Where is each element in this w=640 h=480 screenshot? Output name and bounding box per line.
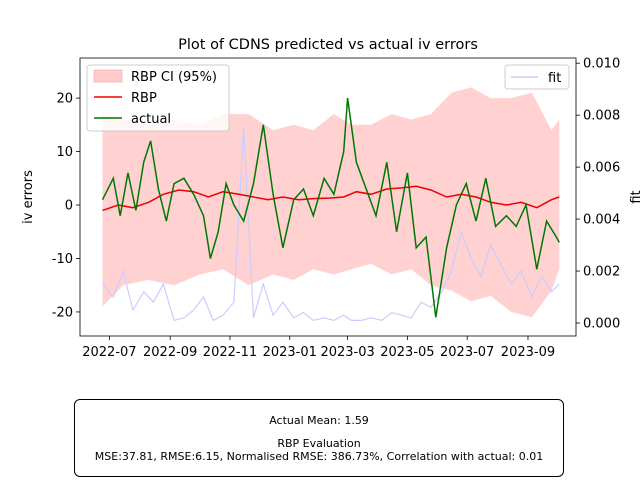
y-tick-label: -10 bbox=[52, 252, 73, 267]
y-right-tick-label: 0.006 bbox=[583, 161, 620, 176]
x-tick-label: 2023-07 bbox=[440, 345, 494, 360]
legend-left-frame bbox=[86, 64, 230, 132]
legend-left: RBP CI (95%) RBP actual bbox=[86, 64, 230, 132]
y-tick-label: -20 bbox=[52, 305, 73, 320]
y-axis-right-label: fit bbox=[629, 190, 640, 203]
axes: 2022-07 2022-09 2022-11 2023-01 2023-03 2023-… bbox=[52, 57, 620, 360]
x-tick-label: 2022-07 bbox=[82, 345, 136, 360]
x-tick-label: 2022-11 bbox=[203, 345, 257, 360]
legend-swatch-ci bbox=[93, 69, 123, 83]
evaluation-metrics: MSE:37.81, RMSE:6.15, Normalised RMSE: 3… bbox=[94, 450, 544, 463]
y-right-tick-label: 0.002 bbox=[583, 265, 620, 280]
legend-label-ci: RBP CI (95%) bbox=[131, 70, 217, 85]
legend-label-actual: actual bbox=[131, 112, 171, 127]
y-right-tick-label: 0.010 bbox=[583, 57, 620, 72]
chart-title: Plot of CDNS predicted vs actual iv erro… bbox=[178, 37, 478, 53]
y-tick-label: 10 bbox=[56, 145, 73, 160]
plot-frame bbox=[79, 57, 577, 337]
series-rbp-line bbox=[102, 185, 560, 212]
x-tick-label: 2023-09 bbox=[501, 345, 555, 360]
y-axis-label: iv errors bbox=[21, 170, 36, 224]
y-tick-label: 0 bbox=[65, 199, 73, 214]
plot-area bbox=[101, 87, 560, 322]
x-tick-label: 2023-03 bbox=[320, 345, 374, 360]
evaluation-title: RBP Evaluation bbox=[277, 437, 361, 450]
x-tick-label: 2023-01 bbox=[263, 345, 317, 360]
legend-label-rbp: RBP bbox=[131, 91, 157, 106]
y-tick-label: 20 bbox=[56, 92, 73, 107]
chart: Plot of CDNS predicted vs actual iv erro… bbox=[21, 37, 640, 360]
y-right-tick-label: 0.008 bbox=[583, 109, 620, 124]
x-tick-label: 2023-05 bbox=[380, 345, 434, 360]
legend-label-fit: fit bbox=[548, 71, 561, 86]
y-right-tick-label: 0.004 bbox=[583, 213, 620, 228]
y-right-tick-label: 0.000 bbox=[583, 317, 620, 332]
actual-mean-text: Actual Mean: 1.59 bbox=[269, 414, 369, 427]
legend-right: fit bbox=[504, 64, 570, 90]
x-tick-label: 2022-09 bbox=[143, 345, 197, 360]
series-fit-line bbox=[102, 128, 560, 322]
series-actual-line bbox=[101, 97, 560, 318]
stats-box: Actual Mean: 1.59 RBP Evaluation MSE:37.… bbox=[74, 399, 564, 477]
